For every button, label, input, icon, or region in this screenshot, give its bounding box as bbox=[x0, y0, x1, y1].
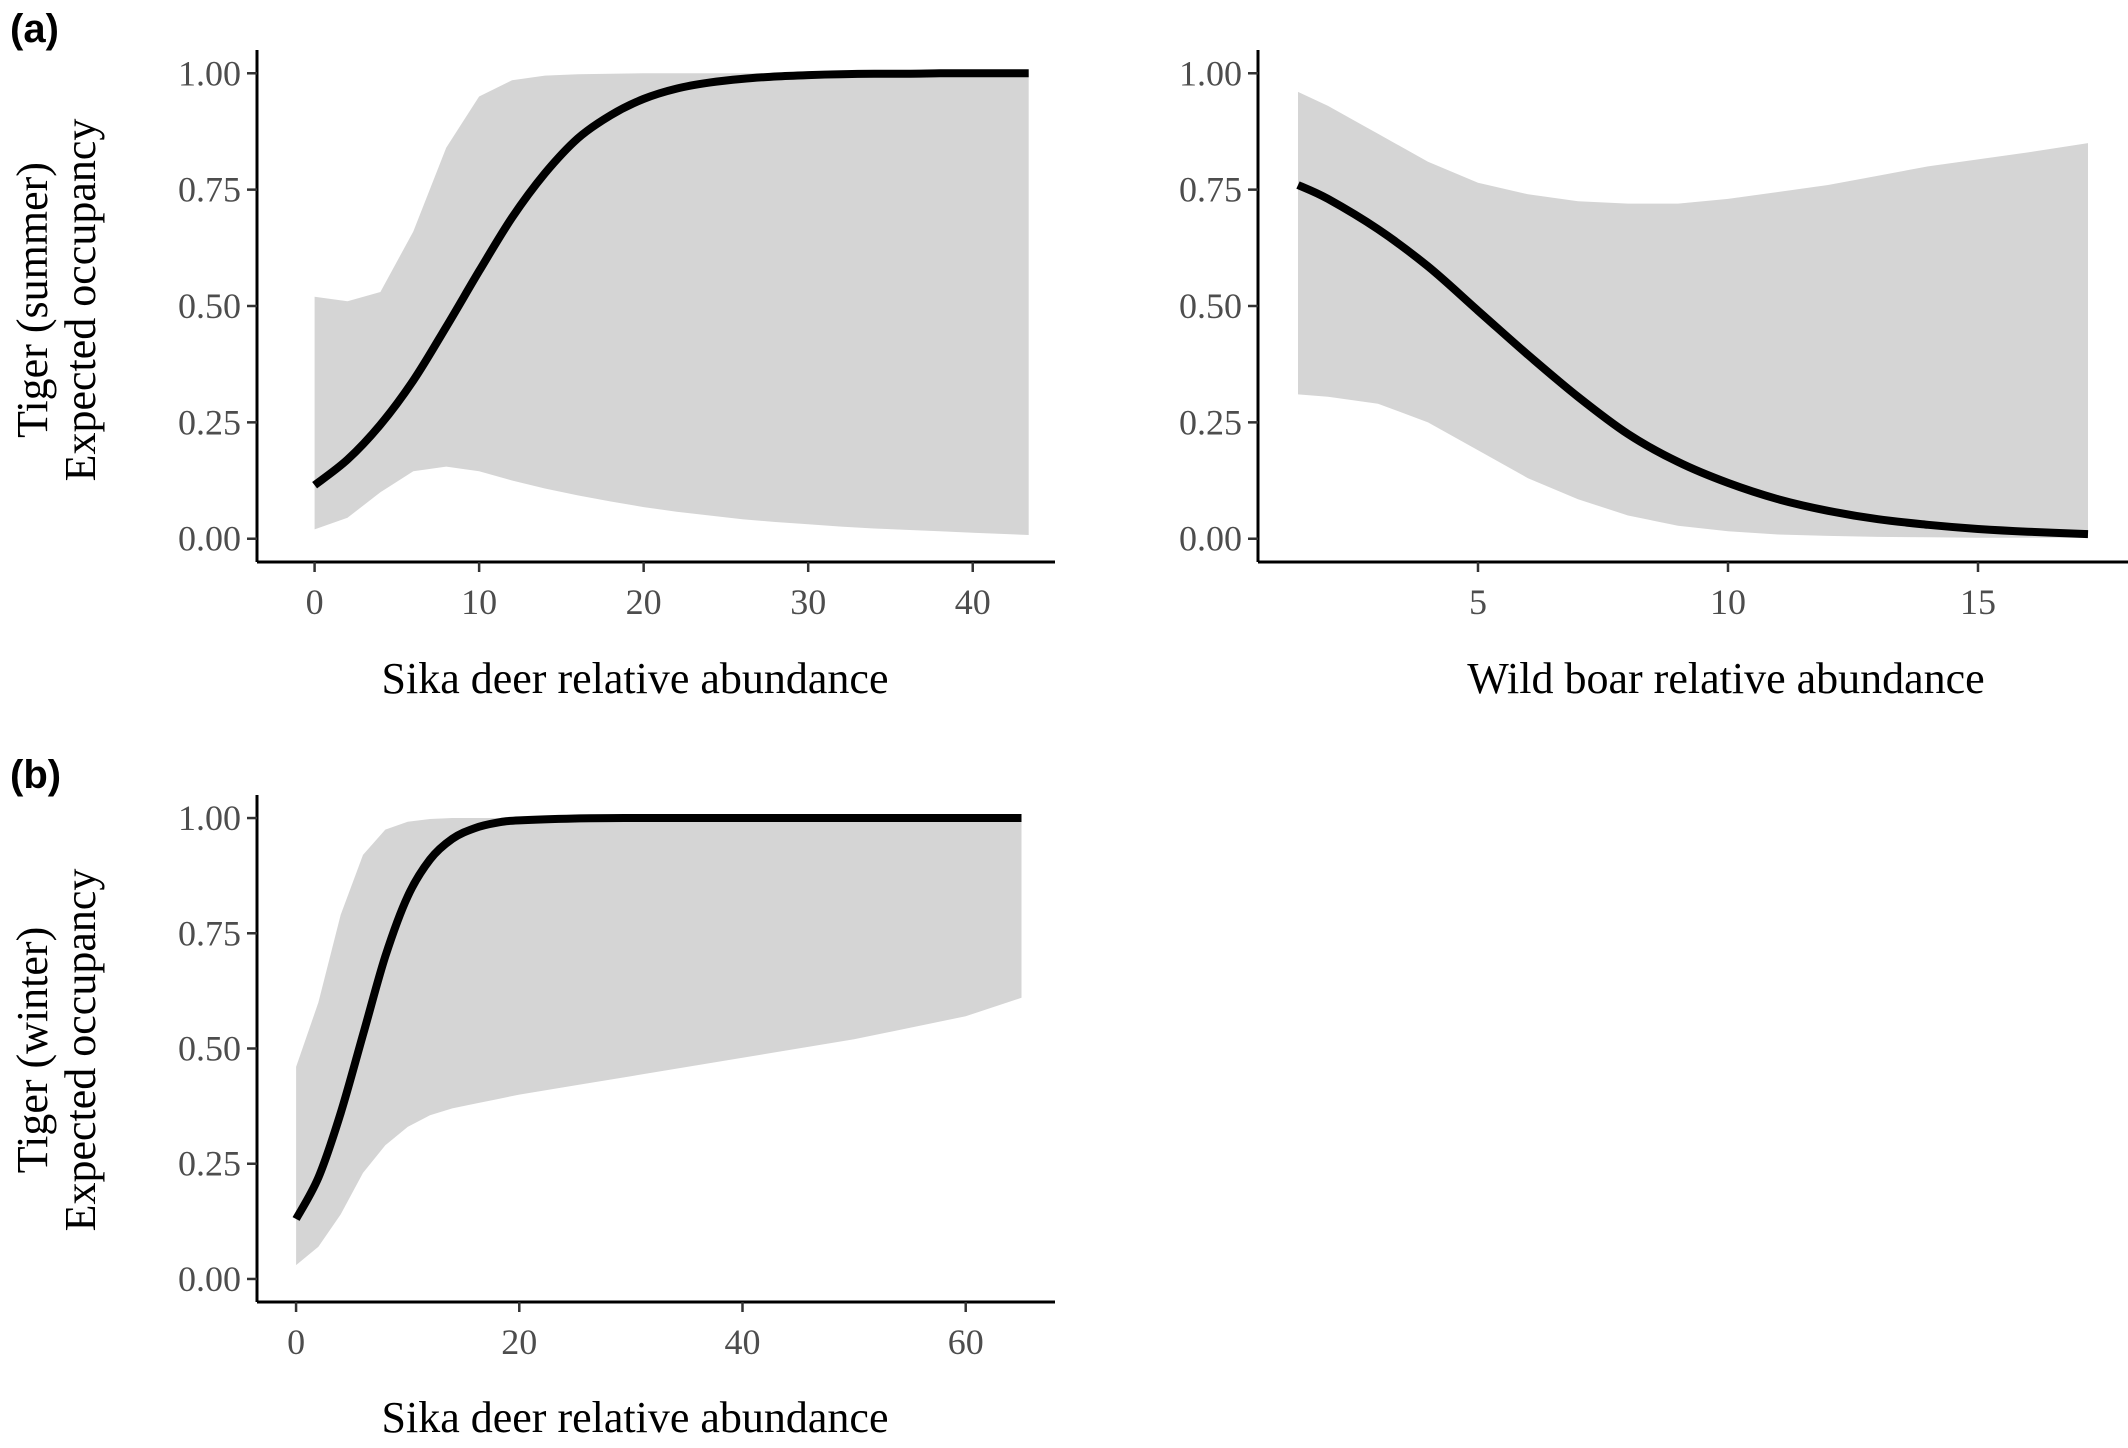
y-tick-label: 0.25 bbox=[178, 1144, 241, 1184]
confidence-ribbon bbox=[314, 73, 1029, 536]
y-tick-label: 1.00 bbox=[178, 53, 241, 93]
x-tick-label: 60 bbox=[948, 1322, 984, 1362]
x-axis-title: Sika deer relative abundance bbox=[382, 654, 889, 703]
expected-occupancy-line bbox=[312, 69, 1029, 489]
y-tick-label: 0.75 bbox=[178, 170, 241, 210]
y-tick-label: 0.00 bbox=[1179, 519, 1242, 559]
x-tick-label: 0 bbox=[306, 582, 324, 622]
panel-winter-sika: (b) 0.00 0.25 0.50 0.75 1.00 0 20 40 60 Tiger (w… bbox=[8, 753, 1055, 1442]
y-tick-label: 0.75 bbox=[1179, 170, 1242, 210]
x-tick-label: 15 bbox=[1960, 582, 1996, 622]
y-tick-label: 0.50 bbox=[1179, 286, 1242, 326]
y-tick-label: 1.00 bbox=[1179, 53, 1242, 93]
y-tick-label: 1.00 bbox=[178, 798, 241, 838]
x-tick-label: 5 bbox=[1469, 582, 1487, 622]
y-axis-title-line1: Tiger (summer) bbox=[8, 162, 57, 438]
x-axis-title: Wild boar relative abundance bbox=[1467, 654, 1984, 703]
x-tick-label: 20 bbox=[501, 1322, 537, 1362]
expected-occupancy-line bbox=[292, 813, 1022, 1221]
confidence-ribbon bbox=[1298, 91, 2088, 538]
y-tick-label: 0.00 bbox=[178, 1259, 241, 1299]
x-tick-label: 20 bbox=[626, 582, 662, 622]
panel-letter-b: (b) bbox=[10, 753, 61, 797]
y-axis-title-line2: Expected occupancy bbox=[56, 119, 105, 482]
y-axis-title-line2: Expected occupancy bbox=[56, 869, 105, 1232]
confidence-ribbon bbox=[296, 818, 1022, 1266]
panel-letter-a: (a) bbox=[10, 7, 59, 51]
x-tick-label: 40 bbox=[724, 1322, 760, 1362]
y-tick-label: 0.75 bbox=[178, 913, 241, 953]
x-tick-label: 30 bbox=[790, 582, 826, 622]
expected-occupancy-line bbox=[1296, 181, 2089, 539]
panel-summer-boar: 0.00 0.25 0.50 0.75 1.00 5 10 15 Wild boar rela… bbox=[1179, 50, 2128, 703]
x-axis-title: Sika deer relative abundance bbox=[382, 1393, 889, 1442]
x-tick-label: 0 bbox=[287, 1322, 305, 1362]
x-tick-label: 10 bbox=[461, 582, 497, 622]
x-tick-label: 10 bbox=[1710, 582, 1746, 622]
y-tick-label: 0.25 bbox=[178, 402, 241, 442]
x-tick-label: 40 bbox=[955, 582, 991, 622]
panel-summer-sika: (a) 0.00 0.25 0.50 0.75 1.00 0 10 20 30 40 Tiger … bbox=[8, 7, 1055, 703]
y-tick-label: 0.50 bbox=[178, 286, 241, 326]
y-axis-title-line1: Tiger (winter) bbox=[8, 927, 57, 1173]
y-tick-label: 0.00 bbox=[178, 519, 241, 559]
y-tick-label: 0.50 bbox=[178, 1029, 241, 1069]
y-tick-label: 0.25 bbox=[1179, 402, 1242, 442]
